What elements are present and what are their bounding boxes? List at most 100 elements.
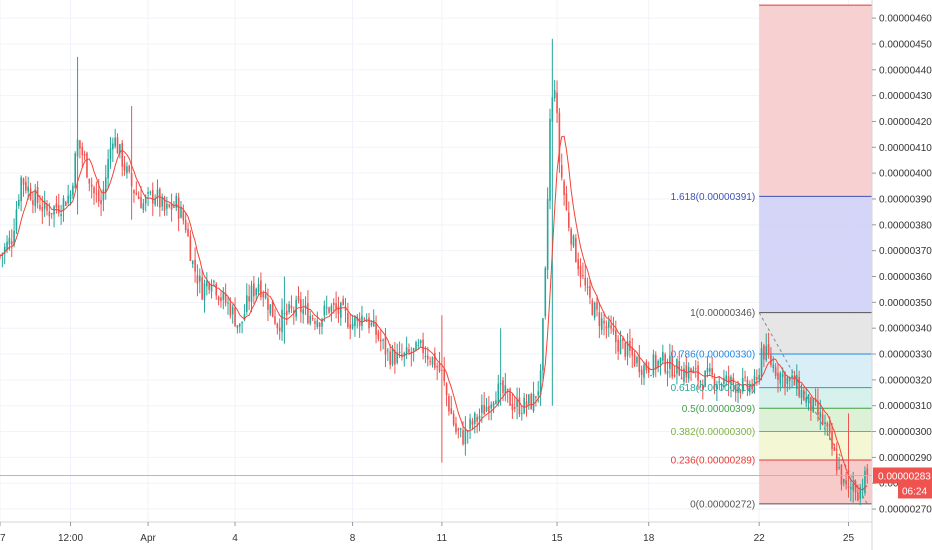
candle-body xyxy=(257,284,260,292)
y-tick-label: 0.00000400 xyxy=(879,169,932,180)
candle-body xyxy=(154,198,156,205)
y-tick-label: 0.00000310 xyxy=(879,401,932,412)
candle-body xyxy=(770,354,772,365)
candle-body xyxy=(396,352,399,363)
candle-body xyxy=(793,375,796,386)
candle-body xyxy=(532,393,535,411)
candle-body xyxy=(213,281,215,283)
candle-body xyxy=(824,422,826,425)
fib-level-label: 0.382(0.00000300) xyxy=(671,427,756,438)
candle-body xyxy=(231,306,234,315)
candle-body xyxy=(198,275,201,282)
candle-body xyxy=(436,366,438,368)
candle-body xyxy=(60,213,62,216)
candle-body xyxy=(826,422,829,427)
y-tick-label: 0.00000370 xyxy=(879,246,932,257)
candle-body xyxy=(617,339,619,352)
candle-body xyxy=(62,198,65,212)
candle-body xyxy=(269,304,272,314)
candle-body xyxy=(377,331,380,339)
candle-body xyxy=(276,323,279,329)
candle-body xyxy=(309,315,312,324)
candle-body xyxy=(426,355,429,360)
fib-zone xyxy=(759,431,872,460)
countdown-box xyxy=(898,483,932,499)
candle-body xyxy=(784,372,786,388)
candle-body xyxy=(403,352,406,357)
candle-body xyxy=(549,118,551,201)
candle-body xyxy=(506,388,509,391)
candle-body xyxy=(654,355,657,369)
candle-body xyxy=(864,470,866,494)
candle-body xyxy=(241,321,243,324)
candle-body xyxy=(786,377,789,384)
candle-body xyxy=(29,188,32,200)
candle-body xyxy=(429,361,431,363)
candle-body xyxy=(177,197,180,219)
candle-body xyxy=(748,385,751,393)
candle-body xyxy=(847,486,850,488)
candle-body xyxy=(220,297,222,302)
x-tick-label: 18 xyxy=(643,533,655,544)
candle-body xyxy=(737,388,739,393)
candle-body xyxy=(709,368,711,372)
candle-body xyxy=(43,200,46,209)
candle-body xyxy=(859,487,862,500)
candle-body xyxy=(22,178,25,185)
candle-body xyxy=(812,398,815,413)
candle-body xyxy=(182,210,185,221)
candle-body xyxy=(603,320,605,324)
candle-body xyxy=(814,398,817,402)
candle-body xyxy=(10,241,13,245)
candle-body xyxy=(57,205,60,214)
candle-body xyxy=(791,375,793,378)
candle-body xyxy=(445,383,448,395)
x-tick-label: 8 xyxy=(350,533,356,544)
candle-body xyxy=(27,186,30,192)
candle-body xyxy=(382,339,384,341)
candle-body xyxy=(828,423,831,434)
candle-body xyxy=(713,378,716,388)
candle-body xyxy=(570,229,572,245)
candle-body xyxy=(419,340,422,343)
candle-body xyxy=(245,295,248,312)
price-label-value: 0.00000283 xyxy=(878,471,931,482)
candle-body xyxy=(643,365,645,378)
candle-body xyxy=(168,204,171,207)
candle-body xyxy=(821,414,824,425)
candle-body xyxy=(438,363,441,372)
candle-body xyxy=(694,368,697,370)
candle-body xyxy=(187,228,189,236)
candle-body xyxy=(222,291,225,300)
candle-body xyxy=(300,299,302,313)
candle-body xyxy=(462,430,464,445)
x-tick-label: 27 xyxy=(0,533,6,544)
candle-body xyxy=(582,274,584,276)
candle-body xyxy=(744,376,746,378)
y-tick-label: 0.00000450 xyxy=(879,39,932,50)
candle-body xyxy=(297,296,300,301)
price-label-box xyxy=(873,467,932,484)
candle-body xyxy=(473,413,476,424)
candle-body xyxy=(758,374,760,380)
candle-body xyxy=(692,369,695,373)
candle-body xyxy=(417,344,420,346)
candle-body xyxy=(191,261,194,265)
candle-body xyxy=(88,178,91,184)
candle-body xyxy=(384,336,387,355)
candle-body xyxy=(201,277,203,300)
candle-body xyxy=(497,383,500,404)
candle-body xyxy=(104,177,107,193)
candle-body xyxy=(311,317,314,319)
candle-body xyxy=(18,199,20,206)
candle-body xyxy=(410,353,413,355)
candle-body xyxy=(8,237,11,245)
candle-body xyxy=(229,302,232,316)
candle-body xyxy=(530,393,532,409)
candle-body xyxy=(375,322,377,336)
candle-body xyxy=(685,365,688,378)
candle-body xyxy=(739,390,742,394)
candle-body xyxy=(850,487,852,489)
